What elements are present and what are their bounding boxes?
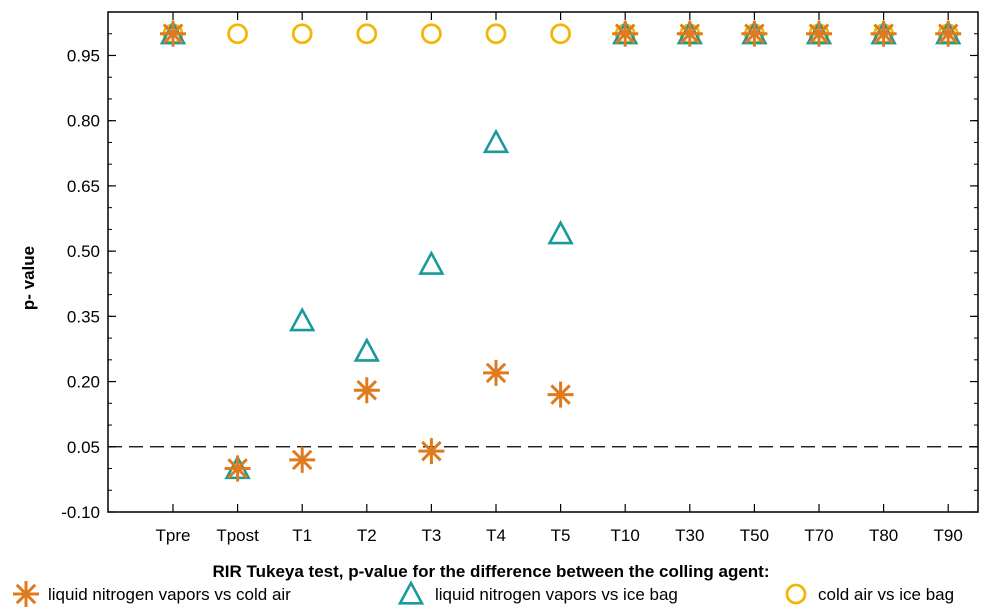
x-tick-label: T2 (357, 526, 377, 545)
legend-marker-circle (785, 583, 807, 605)
legend-marker-asterisk (13, 581, 39, 607)
legend-label: cold air vs ice bag (818, 585, 954, 604)
legend-label: liquid nitrogen vapors vs ice bag (435, 585, 678, 604)
x-tick-label: T70 (804, 526, 833, 545)
asterisk-stroke (356, 380, 378, 401)
data-point-asterisk (483, 359, 509, 386)
x-tick-label: T1 (292, 526, 312, 545)
y-tick-label: 0.05 (67, 438, 100, 457)
x-tick-label: T80 (869, 526, 898, 545)
x-tick-label: T5 (551, 526, 571, 545)
y-axis-title: p- value (19, 246, 38, 310)
x-tick-label: T10 (611, 526, 640, 545)
asterisk-stroke (937, 23, 959, 44)
y-tick-label: 0.50 (67, 242, 100, 261)
data-point-asterisk (741, 20, 768, 47)
x-tick-label: T4 (486, 526, 506, 545)
data-point-asterisk (676, 20, 703, 47)
x-tick-label: Tpre (156, 526, 191, 545)
legend-marker-triangle (397, 580, 425, 605)
data-point-asterisk (870, 20, 897, 47)
data-point-triangle (353, 337, 380, 362)
data-point-asterisk (547, 381, 574, 408)
asterisk-stroke (744, 23, 765, 44)
y-tick-label: 0.80 (67, 112, 100, 131)
y-tick-label: -0.10 (61, 503, 100, 522)
y-tick-label: 0.65 (67, 177, 100, 196)
legend-label: liquid nitrogen vapors vs cold air (48, 585, 291, 604)
asterisk-stroke (679, 23, 701, 44)
y-tick-label: 0.35 (67, 307, 100, 326)
data-point-asterisk (806, 20, 832, 47)
data-point-circle (485, 23, 507, 45)
data-point-asterisk (289, 446, 316, 473)
asterisk-stroke (421, 440, 442, 462)
asterisk-stroke (550, 384, 571, 405)
y-tick-label: 0.20 (67, 373, 100, 392)
asterisk-stroke (808, 23, 830, 44)
data-point-triangle (289, 306, 316, 332)
data-point-asterisk (160, 20, 186, 47)
data-point-circle (420, 23, 442, 45)
x-tick-label: T3 (421, 526, 441, 545)
x-axis-title: RIR Tukeya test, p-value for the differe… (212, 562, 769, 581)
data-point-triangle (482, 128, 510, 154)
x-tick-label: T50 (740, 526, 769, 545)
plot-frame (107, 11, 979, 513)
asterisk-stroke (614, 23, 636, 44)
y-tick-label: 0.95 (67, 46, 100, 65)
data-point-circle (291, 23, 313, 45)
asterisk-stroke (291, 449, 313, 471)
data-point-circle (227, 23, 249, 45)
data-point-asterisk (418, 438, 445, 465)
asterisk-stroke (162, 23, 184, 44)
asterisk-stroke (15, 583, 37, 605)
data-point-asterisk (224, 455, 251, 482)
x-tick-label: T30 (675, 526, 704, 545)
x-tick-label: T90 (934, 526, 963, 545)
data-point-circle (356, 23, 378, 45)
asterisk-stroke (873, 23, 894, 44)
data-point-circle (550, 23, 571, 45)
asterisk-stroke (227, 458, 248, 479)
data-point-triangle (418, 250, 445, 275)
data-point-asterisk (353, 377, 380, 404)
x-tick-label: Tpost (216, 526, 259, 545)
data-point-asterisk (612, 20, 639, 47)
data-point-triangle (547, 220, 574, 245)
asterisk-stroke (485, 362, 507, 384)
data-point-asterisk (935, 20, 962, 47)
